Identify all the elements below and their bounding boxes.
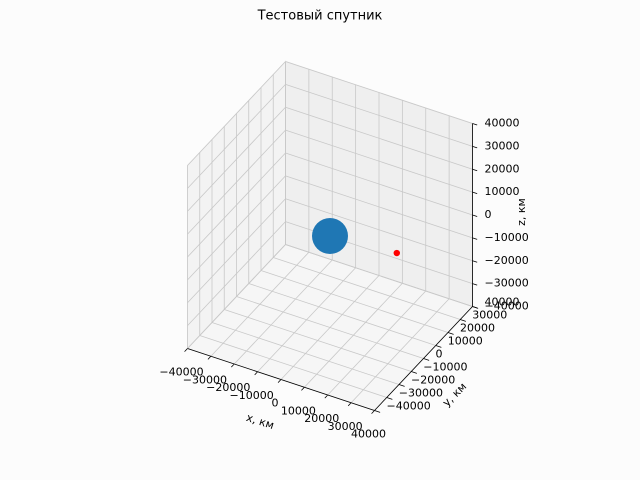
grid-line [285,83,473,147]
tick-mark [472,191,478,195]
x-tick-label: 0 [272,397,279,410]
chart-title: Тестовый спутник [257,9,383,24]
x-tick-label: 10000 [281,404,316,417]
tick-mark [184,348,188,352]
tick-mark [301,386,305,391]
tick-mark [411,371,417,374]
tick-mark [398,384,405,387]
grid-line [248,283,436,346]
tick-mark [347,402,352,407]
grid-line [187,221,286,326]
tick-mark [277,379,282,383]
grid-line [224,309,412,372]
point [312,218,348,254]
y-tick-label: 20000 [460,322,495,335]
y-axis-line [374,306,473,411]
y-tick-label: −30000 [399,387,443,400]
tick-mark [460,319,466,322]
grid-line [187,198,286,304]
z-tick-label: −40000 [485,300,529,313]
tick-mark [324,394,329,399]
grid-line [199,335,387,398]
grid-line [285,152,473,216]
x-axis-label: x, км [245,411,276,432]
tick-mark [207,355,212,360]
x-tick-label: −30000 [183,373,227,386]
tick-mark [386,397,393,400]
y-tick-label: 30000 [472,309,507,322]
grid-line [285,61,473,124]
tick-mark [472,123,478,126]
z-tick-label: −30000 [485,277,529,290]
z-tick-label: 40000 [485,117,520,130]
y-tick-label: −20000 [411,374,455,387]
grid-line [187,84,286,189]
grid-line [285,106,473,170]
grid-line [187,175,286,281]
tick-mark [472,260,478,263]
tick-mark [472,214,478,217]
tick-mark [435,345,442,348]
tick-mark [472,237,478,240]
grid-line [285,175,473,239]
grid-line [187,129,286,235]
tick-mark [423,358,430,361]
y-tick-label: −40000 [387,400,431,413]
z-tick-label: −10000 [485,231,529,244]
grid-line [285,198,473,262]
grid-line [236,296,424,359]
y-tick-label: −10000 [423,361,467,374]
tick-mark [231,363,235,368]
grid-line [285,244,473,307]
z-axis-label: z, км [515,198,528,226]
tick-mark [472,306,478,309]
z-tick-label: 30000 [485,139,520,152]
grid-line [273,257,461,320]
grid-line [187,152,286,258]
grid-line [260,270,449,333]
x-tick-label: 20000 [304,412,339,425]
tick-mark [371,410,375,414]
x-tick-label: −40000 [159,366,203,379]
x-tick-label: −20000 [206,381,250,394]
z-tick-label: 0 [485,208,492,221]
y-tick-label: 40000 [485,296,520,309]
x-tick-label: 40000 [351,428,386,441]
tick-mark [374,410,381,413]
z-tick-label: −20000 [485,254,529,267]
tick-mark [472,168,478,172]
y-tick-label: 0 [436,348,443,361]
z-tick-label: 10000 [485,185,520,198]
tick-mark [472,283,478,286]
grid-line [187,106,286,212]
z-tick-label: 20000 [485,162,520,175]
tick-mark [447,332,454,335]
tick-mark [472,145,478,149]
grid-line [285,129,473,193]
point [393,249,400,257]
grid-line [187,244,286,349]
x-tick-label: −10000 [230,389,274,402]
y-tick-label: 10000 [448,335,483,348]
grid-line [211,322,400,385]
x-axis-line [187,348,375,411]
x-tick-label: 30000 [328,420,363,433]
grid-line [187,61,286,166]
tick-mark [254,371,258,376]
